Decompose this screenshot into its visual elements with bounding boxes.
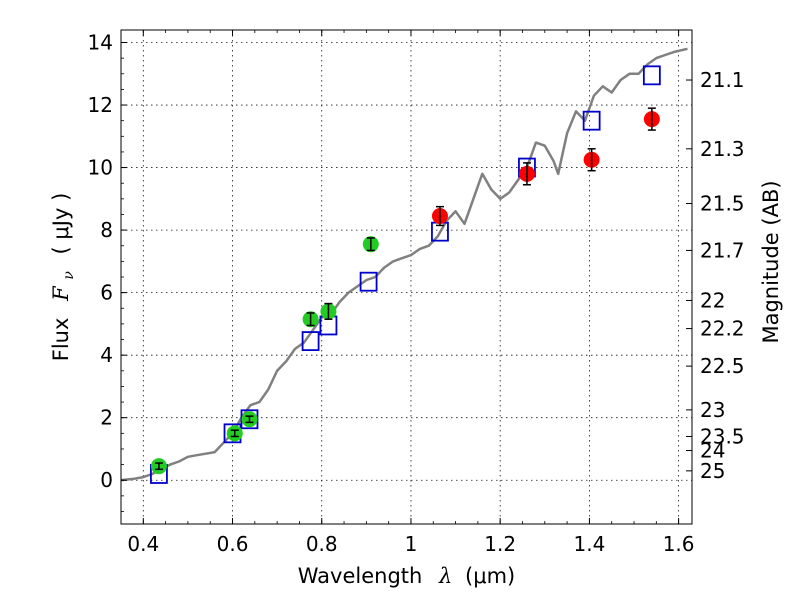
magnitude-axis-title: Magnitude (AB) xyxy=(759,180,783,343)
x-tick-label: 1.4 xyxy=(573,532,605,556)
grid xyxy=(121,30,692,524)
magnitude-tick-label: 22 xyxy=(700,288,725,312)
x-axis-title-symbol: λ xyxy=(438,564,452,588)
y-axis-title-symbol: F xyxy=(49,285,73,302)
x-axis-title-unit: (μm) xyxy=(465,564,515,588)
y-tick-label: 12 xyxy=(88,93,113,117)
y-axis-title-text: Flux xyxy=(49,318,73,362)
x-tick-label: 1 xyxy=(405,532,418,556)
y-tick-label: 4 xyxy=(100,343,113,367)
magnitude-tick-label: 22.2 xyxy=(700,317,745,341)
model-band-square xyxy=(582,110,601,131)
magnitude-tick-label: 21.3 xyxy=(700,137,745,161)
magnitude-tick-label: 23 xyxy=(700,398,725,422)
x-tick-label: 0.4 xyxy=(127,532,159,556)
model-points-layer xyxy=(150,65,661,484)
x-tick-label: 1.2 xyxy=(484,532,516,556)
magnitude-tick-label: 21.1 xyxy=(700,68,745,92)
model-band-square xyxy=(359,271,378,292)
model-band-square xyxy=(642,65,661,86)
observed-points-layer xyxy=(150,107,660,475)
x-axis-title: Wavelength λ (μm) xyxy=(298,564,515,588)
magnitude-tick-label: 21.7 xyxy=(700,238,745,262)
magnitude-tick-label: 23.5 xyxy=(700,424,745,448)
x-tick-label: 0.8 xyxy=(306,532,338,556)
model-band-square xyxy=(301,331,320,351)
y-tick-label: 14 xyxy=(88,31,113,55)
y-tick-label: 10 xyxy=(88,156,113,180)
magnitude-tick-label: 21.5 xyxy=(700,192,745,216)
y-axis-title-subscript: ν xyxy=(61,271,77,280)
x-tick-label: 1.6 xyxy=(663,532,695,556)
y-axis-title: Flux F ν ( μJy ) xyxy=(49,193,78,362)
y-tick-label: 8 xyxy=(100,218,113,242)
magnitude-tick-label: 24 xyxy=(700,439,725,463)
x-tick-label: 0.6 xyxy=(217,532,249,556)
spectrum-line xyxy=(120,47,688,482)
y-tick-label: 2 xyxy=(100,406,113,430)
x-axis-title-text: Wavelength xyxy=(298,564,423,588)
y-tick-label: 0 xyxy=(100,468,113,492)
spectrum-layer xyxy=(120,47,688,482)
ticks: 0.4 0.6 0.8 1 1.2 1.4 1.60246810121421.121.321… xyxy=(88,30,745,556)
magnitude-tick-label: 25 xyxy=(700,459,725,483)
magnitude-tick-label: 22.5 xyxy=(700,354,745,378)
y-axis-title-unit: ( μJy ) xyxy=(49,193,73,255)
y-tick-label: 6 xyxy=(100,281,113,305)
